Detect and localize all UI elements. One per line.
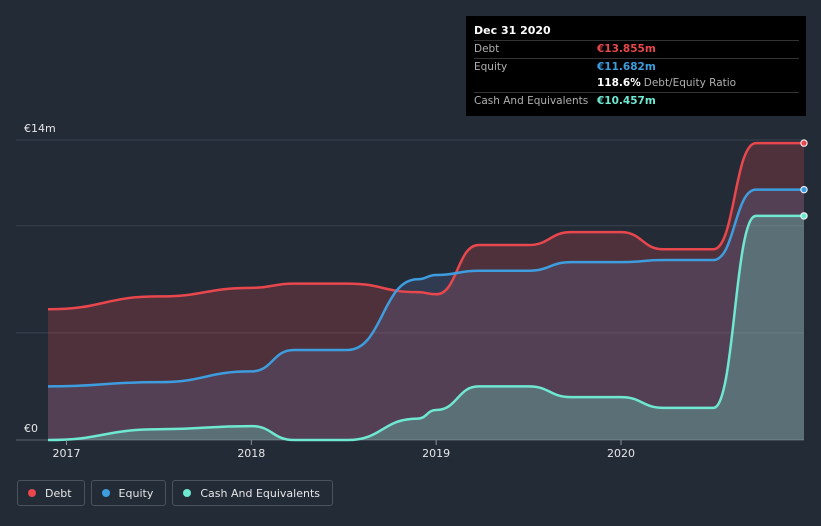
legend-label-equity: Equity: [118, 486, 154, 500]
legend-item-debt[interactable]: Debt: [17, 480, 85, 506]
y-axis-top-label: €14m: [24, 122, 56, 135]
tooltip-date: Dec 31 2020: [474, 24, 551, 37]
tooltip-cash-label: Cash And Equivalents: [474, 94, 589, 107]
end-point-cash: [800, 212, 808, 220]
legend-item-cash[interactable]: Cash And Equivalents: [172, 480, 333, 506]
legend: Debt Equity Cash And Equivalents: [17, 480, 333, 506]
tooltip-cash-value: €10.457m: [597, 94, 656, 107]
area-debt: [48, 143, 804, 440]
end-point-equity: [800, 185, 808, 194]
x-tick-label-2018: 2018: [237, 447, 265, 460]
y-axis-bottom-label: €0: [24, 422, 38, 435]
tooltip-debt-label: Debt: [474, 43, 500, 56]
legend-label-cash: Cash And Equivalents: [200, 486, 320, 500]
x-tick-label-2020: 2020: [607, 447, 635, 460]
tooltip-debt-value: €13.855m: [597, 43, 656, 56]
legend-dot-debt: [28, 489, 36, 497]
tooltip: Dec 31 2020 Debt €13.855m Equity €11.682…: [466, 16, 806, 116]
end-point-debt: [800, 139, 808, 147]
x-tick-label-2017: 2017: [52, 447, 80, 460]
legend-dot-equity: [101, 489, 110, 497]
series-line-debt: [47, 141, 804, 311]
tooltip-equity-value: €11.682m: [597, 60, 656, 73]
tooltip-ratio-label: Debt/Equity Ratio: [643, 77, 737, 90]
legend-label-debt: Debt: [45, 486, 72, 500]
series-line-cash: [47, 214, 804, 442]
x-tick-label-2019: 2019: [422, 447, 450, 460]
legend-item-equity[interactable]: Equity: [90, 480, 167, 506]
area-cash: [48, 215, 804, 440]
legend-dot-cash: [183, 489, 192, 497]
area-equity: [48, 189, 804, 440]
series-line-equity: [47, 188, 804, 388]
tooltip-ratio-value: 118.6%: [597, 77, 641, 90]
tooltip-equity-label: Equity: [474, 60, 508, 73]
